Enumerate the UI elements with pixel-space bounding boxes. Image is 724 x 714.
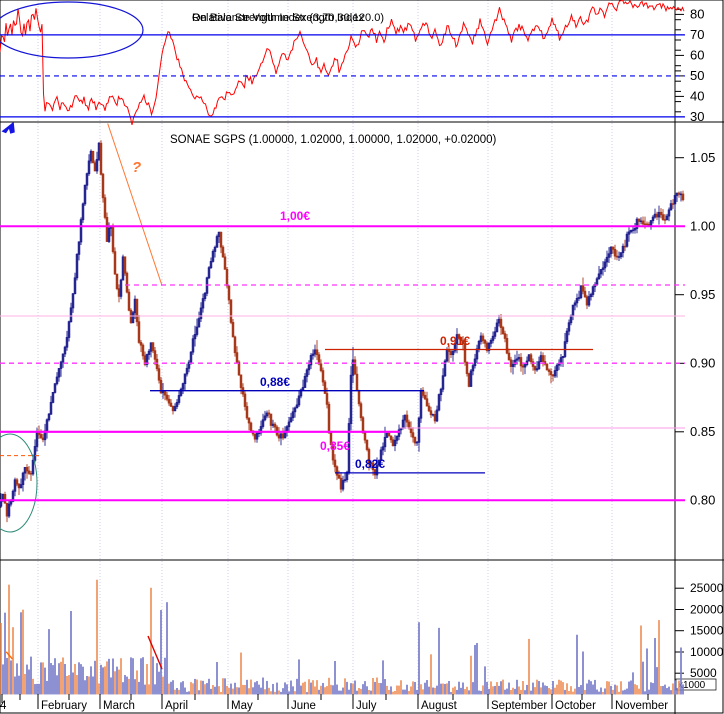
svg-text:March: March <box>103 700 135 712</box>
svg-text:June: June <box>291 700 316 712</box>
svg-text:30: 30 <box>690 109 704 124</box>
svg-text:60: 60 <box>690 47 704 62</box>
svg-text:0.80: 0.80 <box>690 493 715 508</box>
svg-text:10000: 10000 <box>690 645 724 659</box>
svg-text:20000: 20000 <box>690 603 724 617</box>
svg-text:May: May <box>231 700 253 712</box>
svg-text:February: February <box>41 700 87 712</box>
svg-text:40: 40 <box>690 88 704 103</box>
svg-text:0.85: 0.85 <box>690 424 715 439</box>
svg-text:September: September <box>491 700 547 712</box>
svg-text:0,88€: 0,88€ <box>260 375 290 389</box>
svg-text:50: 50 <box>690 68 704 83</box>
svg-text:0,82€: 0,82€ <box>355 457 385 471</box>
svg-text:15000: 15000 <box>690 624 724 638</box>
svg-text:August: August <box>421 700 458 712</box>
svg-text:?: ? <box>132 159 141 176</box>
svg-text:1,00€: 1,00€ <box>280 209 310 223</box>
svg-text:25000: 25000 <box>690 581 724 595</box>
svg-text:80: 80 <box>690 6 704 21</box>
svg-text:1.05: 1.05 <box>690 150 715 165</box>
svg-text:70: 70 <box>690 27 704 42</box>
svg-text:November: November <box>615 700 668 712</box>
svg-text:July: July <box>356 700 377 712</box>
svg-text:0.90: 0.90 <box>690 356 715 371</box>
svg-text:Relative Strength Index (3,70,: Relative Strength Index (3,70,30,120.0) <box>192 12 384 24</box>
svg-text:5000: 5000 <box>690 666 717 680</box>
svg-text:April: April <box>165 700 188 712</box>
svg-text:0,85€: 0,85€ <box>320 439 350 453</box>
svg-text:SONAE SGPS (1.00000, 1.02000,: SONAE SGPS (1.00000, 1.02000, 1.00000, 1… <box>170 134 497 146</box>
svg-text:0,91€: 0,91€ <box>440 334 470 348</box>
svg-text:October: October <box>555 700 596 712</box>
svg-text:0.95: 0.95 <box>690 287 715 302</box>
svg-text:1.00: 1.00 <box>690 219 715 234</box>
svg-text:4: 4 <box>0 700 7 712</box>
